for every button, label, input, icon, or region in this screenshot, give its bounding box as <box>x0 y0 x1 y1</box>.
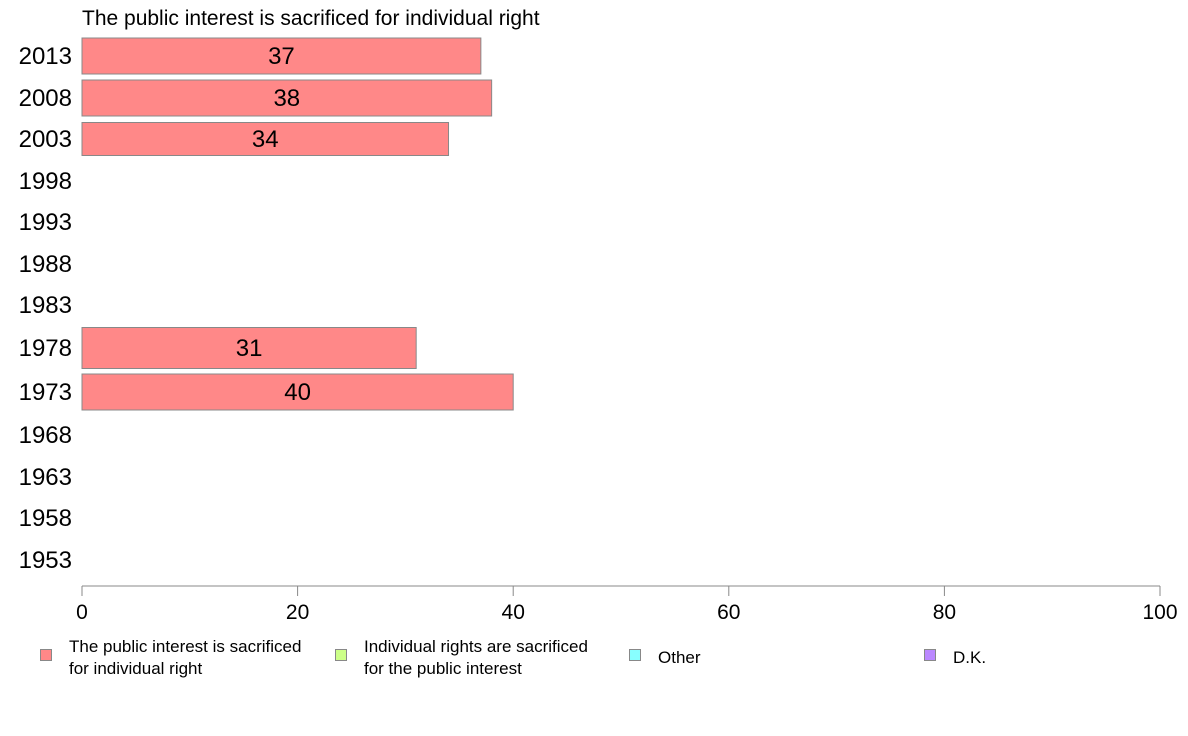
bar <box>81 327 417 369</box>
y-tick-label: 1953 <box>19 547 72 574</box>
chart-title: The public interest is sacrificed for in… <box>82 7 540 30</box>
legend-label-individual-rights: Individual rights are sacrificed for the… <box>364 637 588 678</box>
x-tick-label: 100 <box>1142 601 1177 624</box>
bar <box>81 37 482 75</box>
legend: The public interest is sacrificed for in… <box>0 636 1188 696</box>
bars-group: 37 38 34 31 40 <box>81 37 514 411</box>
y-axis-labels: 2013 2008 2003 1998 1993 1988 1983 1978 1973 1968… <box>19 43 72 574</box>
bar <box>81 122 450 156</box>
bar-value-label: 31 <box>236 335 263 362</box>
y-tick-label: 1978 <box>19 335 72 362</box>
bar-value-label: 38 <box>273 85 300 112</box>
x-tick-label: 80 <box>933 601 956 624</box>
y-tick-label: 1973 <box>19 379 72 406</box>
bar-value-label: 37 <box>268 43 295 70</box>
y-tick-label: 1968 <box>19 422 72 449</box>
legend-item-other: Other <box>629 636 701 669</box>
x-tick-label: 0 <box>76 601 88 624</box>
y-tick-label: 2003 <box>19 126 72 153</box>
x-axis: 0 20 40 60 80 100 <box>76 585 1178 624</box>
legend-item-public-interest: The public interest is sacrificed for in… <box>40 636 301 680</box>
bar-value-label: 34 <box>252 126 279 153</box>
legend-swatch-other <box>629 649 641 661</box>
y-tick-label: 1998 <box>19 168 72 195</box>
legend-swatch-individual-rights <box>335 649 347 661</box>
y-tick-label: 1993 <box>19 209 72 236</box>
x-tick-label: 40 <box>502 601 525 624</box>
bar <box>81 79 493 117</box>
y-tick-label: 1963 <box>19 464 72 491</box>
y-tick-label: 1988 <box>19 251 72 278</box>
legend-swatch-public-interest <box>40 649 52 661</box>
legend-label-public-interest: The public interest is sacrificed for in… <box>69 637 302 678</box>
y-tick-label: 2008 <box>19 85 72 112</box>
bar <box>81 373 514 411</box>
x-tick-label: 20 <box>286 601 309 624</box>
bar-value-label: 40 <box>284 379 311 406</box>
y-tick-label: 1983 <box>19 292 72 319</box>
y-tick-label: 2013 <box>19 43 72 70</box>
legend-swatch-dk <box>924 649 936 661</box>
legend-label-dk: D.K. <box>953 648 987 667</box>
legend-label-other: Other <box>658 648 701 667</box>
x-tick-label: 60 <box>717 601 740 624</box>
legend-item-individual-rights: Individual rights are sacrificed for the… <box>335 636 588 680</box>
y-tick-label: 1958 <box>19 505 72 532</box>
legend-item-dk: D.K. <box>924 636 986 669</box>
